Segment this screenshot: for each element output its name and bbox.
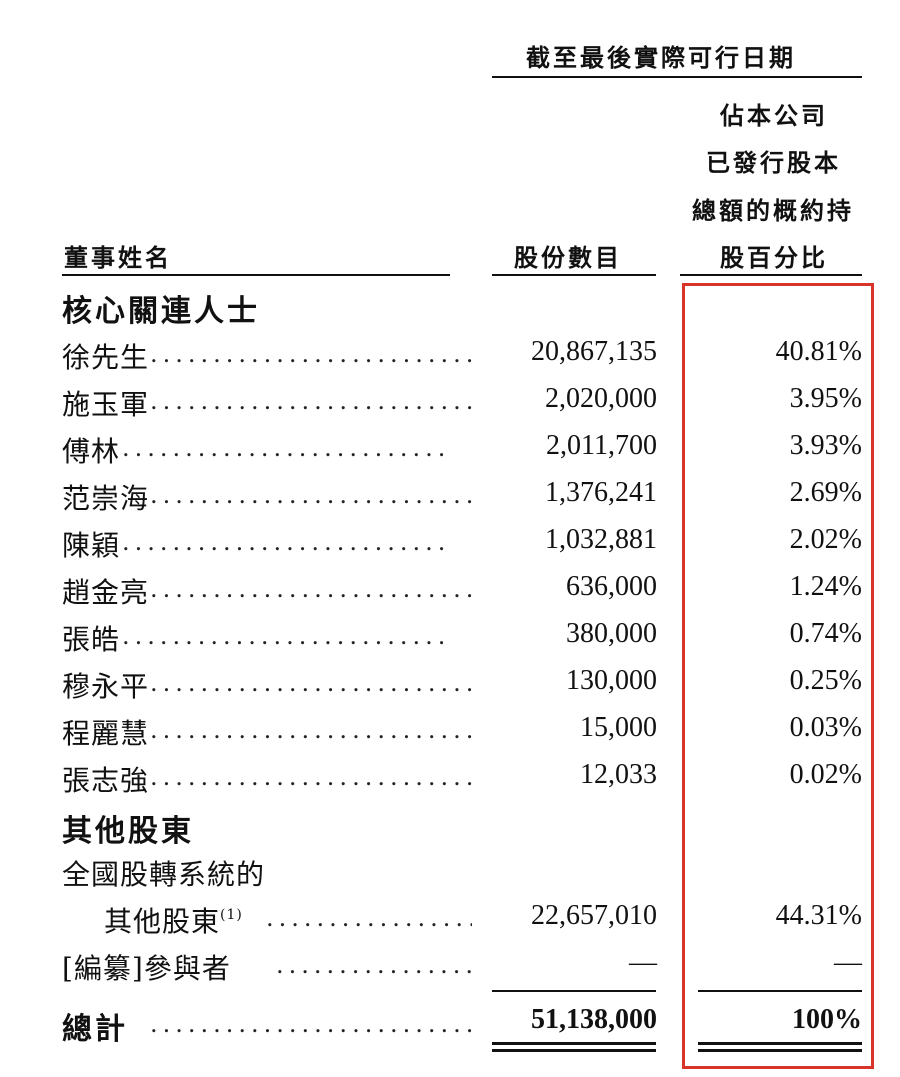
share-count: — bbox=[629, 947, 657, 978]
share-count: 22,657,010 bbox=[531, 900, 657, 931]
share-count: 380,000 bbox=[566, 618, 657, 649]
share-count: 1,032,881 bbox=[545, 524, 657, 555]
leader-dots: .......................... bbox=[122, 622, 451, 650]
share-count: 12,033 bbox=[580, 759, 657, 790]
pct-header-line-4: 股百分比 bbox=[720, 244, 828, 272]
leader-dots: .......................... bbox=[150, 763, 472, 791]
pct-header-line-1: 佔本公司 bbox=[720, 102, 828, 130]
holding-percentage: 44.31% bbox=[775, 900, 862, 931]
total-percentage: 100% bbox=[792, 1004, 862, 1035]
total-double-rule-shares-2 bbox=[492, 1049, 656, 1052]
total-double-rule-shares-1 bbox=[492, 1042, 656, 1045]
share-count: 20,867,135 bbox=[531, 336, 657, 367]
holding-percentage: 1.24% bbox=[789, 571, 862, 602]
section-others-heading: 其他股東 bbox=[62, 814, 194, 849]
shares-header-rule bbox=[492, 274, 656, 276]
leader-dots: .......................... bbox=[150, 1010, 472, 1038]
period-header: 截至最後實際可行日期 bbox=[526, 44, 796, 72]
director-name: 陳穎 bbox=[62, 529, 121, 562]
leader-dots: .......................... bbox=[150, 387, 472, 415]
holding-percentage: 3.95% bbox=[789, 383, 862, 414]
director-name: 徐先生 bbox=[62, 341, 150, 374]
leader-dots: .......................... bbox=[150, 481, 472, 509]
share-count: 636,000 bbox=[566, 571, 657, 602]
name-header-rule bbox=[62, 274, 450, 276]
leader-dots: .......................... bbox=[266, 904, 472, 932]
share-count: 1,376,241 bbox=[545, 477, 657, 508]
director-name: 趙金亮 bbox=[62, 576, 150, 609]
holding-percentage: 2.02% bbox=[789, 524, 862, 555]
holding-percentage: 0.03% bbox=[789, 712, 862, 743]
total-top-rule-pct bbox=[698, 990, 862, 992]
director-name: 施玉軍 bbox=[62, 388, 150, 421]
neeq-holder-label-line1: 全國股轉系統的 bbox=[62, 858, 266, 891]
pct-header-rule bbox=[680, 274, 862, 276]
total-label: 總計 bbox=[62, 1012, 128, 1047]
pct-header-line-3: 總額的概約持 bbox=[692, 197, 854, 225]
total-share-count: 51,138,000 bbox=[531, 1004, 657, 1035]
holding-percentage: 3.93% bbox=[789, 430, 862, 461]
footnote-marker: (1) bbox=[220, 907, 243, 923]
director-name: 范崇海 bbox=[62, 482, 150, 515]
director-name: 傅林 bbox=[62, 435, 121, 468]
pct-header-line-2: 已發行股本 bbox=[706, 149, 841, 177]
period-rule bbox=[492, 76, 862, 78]
total-double-rule-pct-1 bbox=[698, 1042, 862, 1045]
share-count: 130,000 bbox=[566, 665, 657, 696]
neeq-holder-label-text: 其他股東 bbox=[104, 905, 221, 938]
holding-percentage: 40.81% bbox=[775, 336, 862, 367]
total-top-rule-shares bbox=[492, 990, 656, 992]
name-column-header: 董事姓名 bbox=[64, 244, 172, 272]
share-count: 2,011,700 bbox=[546, 430, 657, 461]
leader-dots: .......................... bbox=[150, 716, 472, 744]
leader-dots: .......................... bbox=[150, 575, 472, 603]
holding-percentage: 0.25% bbox=[789, 665, 862, 696]
redacted-participant-label: [編纂]參與者 bbox=[62, 952, 231, 985]
holding-percentage: 2.69% bbox=[789, 477, 862, 508]
director-name: 穆永平 bbox=[62, 670, 150, 703]
section-core-heading: 核心關連人士 bbox=[62, 294, 260, 329]
leader-dots: .......................... bbox=[122, 434, 451, 462]
director-name: 張皓 bbox=[62, 623, 121, 656]
percentage-highlight-box bbox=[682, 283, 874, 1069]
share-count: 15,000 bbox=[580, 712, 657, 743]
holding-percentage: 0.74% bbox=[789, 618, 862, 649]
leader-dots: .......................... bbox=[150, 669, 472, 697]
director-name: 張志強 bbox=[62, 764, 150, 797]
total-double-rule-pct-2 bbox=[698, 1049, 862, 1052]
neeq-holder-label-line2: 其他股東(1) bbox=[104, 900, 243, 940]
shares-column-header: 股份數目 bbox=[514, 244, 622, 272]
holding-percentage: 0.02% bbox=[789, 759, 862, 790]
share-count: 2,020,000 bbox=[545, 383, 657, 414]
leader-dots: .......................... bbox=[150, 340, 472, 368]
leader-dots: .......................... bbox=[276, 951, 472, 979]
holding-percentage: — bbox=[834, 947, 862, 978]
director-name: 程麗慧 bbox=[62, 717, 150, 750]
leader-dots: .......................... bbox=[122, 528, 451, 556]
